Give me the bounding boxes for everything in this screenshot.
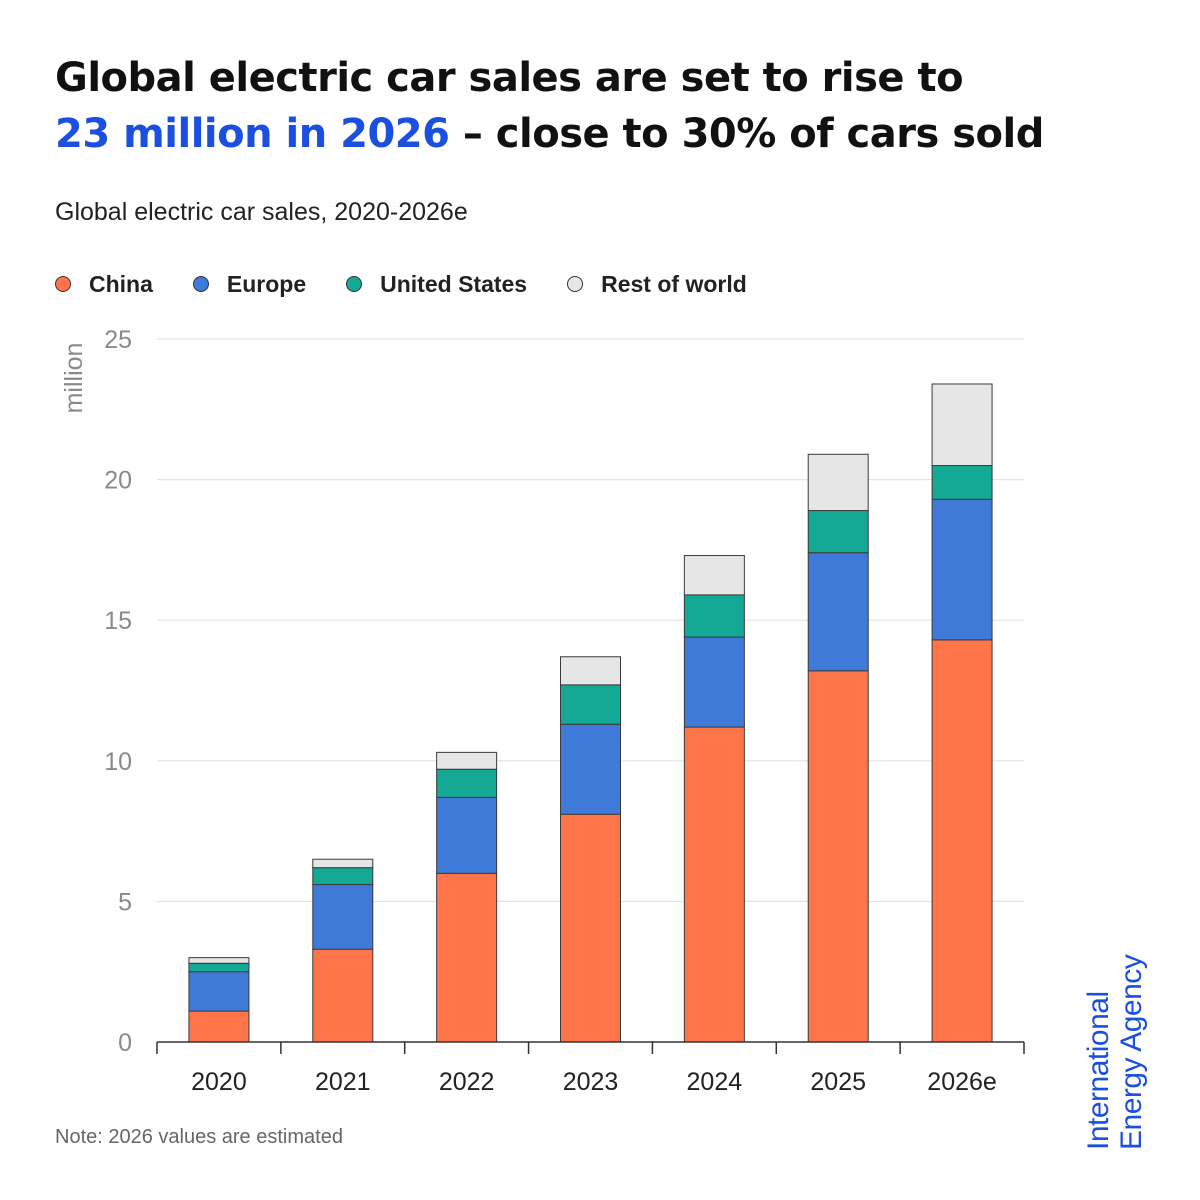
y-axis-label: million <box>60 343 88 414</box>
x-tick-label: 2026e <box>927 1068 997 1096</box>
bar-segment <box>312 884 374 950</box>
bar-segment <box>312 948 374 1043</box>
legend-swatch-europe <box>192 276 209 292</box>
bar-segment <box>436 768 498 798</box>
legend-label-rest-of-world: Rest of world <box>601 270 747 297</box>
bar-segment <box>188 971 250 1012</box>
bar-segment <box>931 383 993 467</box>
headline-highlight: 23 million in 2026 <box>55 111 450 157</box>
legend-swatch-china <box>55 276 71 292</box>
bar-segment <box>436 751 498 770</box>
legend-item-united-states: United States <box>346 271 527 298</box>
headline-line1: Global electric car sales are set to ris… <box>55 55 964 101</box>
bar-segment <box>188 1010 250 1043</box>
bar-segment <box>931 465 993 500</box>
chart-title: Global electric car sales, 2020-2026e <box>55 198 468 226</box>
bar-segment <box>683 636 745 728</box>
y-tick-label: 0 <box>118 1029 132 1057</box>
bar-segment <box>560 723 621 815</box>
x-tick-label: 2023 <box>563 1068 619 1096</box>
x-tick-label: 2024 <box>687 1068 743 1096</box>
y-tick-label: 25 <box>104 326 132 354</box>
y-tick-label: 10 <box>104 748 132 776</box>
legend-label-united-states: United States <box>380 270 528 297</box>
headline-line2: – close to 30% of cars sold <box>449 111 1045 157</box>
bar-segment <box>312 858 374 869</box>
y-tick-label: 5 <box>118 888 132 916</box>
bar-segment <box>683 555 745 596</box>
x-tick-label: 2025 <box>810 1068 866 1096</box>
bar-segment <box>560 656 621 686</box>
x-tick-label: 2021 <box>315 1068 371 1096</box>
legend: China Europe United States Rest of world <box>55 268 787 300</box>
legend-item-rest-of-world: Rest of world <box>567 271 747 298</box>
x-tick-label: 2020 <box>191 1068 247 1096</box>
bar-segment <box>560 684 621 725</box>
iea-logo-line2: Energy Agency <box>1115 954 1148 1150</box>
bar-segment <box>931 639 993 1043</box>
bar-segment <box>807 453 869 512</box>
iea-logo: International Energy Agency <box>1082 890 1148 1150</box>
bar-segment <box>312 867 374 886</box>
bar-segment <box>188 962 250 973</box>
legend-item-europe: Europe <box>192 270 307 298</box>
bar-segment <box>683 594 745 638</box>
bar-segment <box>436 872 498 1043</box>
bar-segment <box>436 796 498 874</box>
legend-item-china: China <box>55 271 153 298</box>
y-tick-label: 15 <box>104 607 132 635</box>
bar-segment <box>560 813 621 1043</box>
bar-segment <box>807 670 869 1043</box>
legend-swatch-united-states <box>346 276 363 292</box>
x-tick-label: 2022 <box>439 1068 495 1096</box>
legend-label-china: China <box>89 270 153 297</box>
bar-segment <box>807 510 869 554</box>
iea-logo-line1: International <box>1082 991 1115 1150</box>
bar-segment <box>188 957 250 964</box>
bar-segment <box>683 726 745 1043</box>
legend-label-europe: Europe <box>226 270 307 297</box>
headline: Global electric car sales are set to ris… <box>55 50 1155 162</box>
bar-segment <box>807 552 869 672</box>
legend-swatch-rest-of-world <box>567 276 584 292</box>
footnote: Note: 2026 values are estimated <box>55 1126 343 1148</box>
bar-segment <box>931 498 993 641</box>
y-tick-label: 20 <box>104 467 132 495</box>
